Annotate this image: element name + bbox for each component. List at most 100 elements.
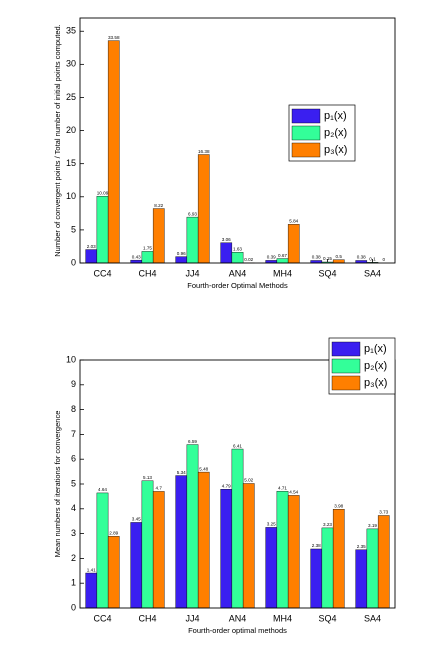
value-label: 2.03 (87, 244, 96, 249)
value-label: 3.73 (379, 510, 388, 515)
value-label: 1.41 (87, 567, 96, 572)
value-label: 0.5 (336, 254, 343, 259)
value-label: 3.25 (267, 522, 276, 527)
bar (276, 258, 289, 264)
y-tick-label: 9 (71, 379, 76, 389)
y-tick-label: 0 (71, 257, 76, 267)
legend-swatch (331, 375, 361, 391)
x-tick-label: SA4 (364, 268, 381, 278)
bar (96, 492, 109, 609)
legend-swatch (331, 341, 361, 357)
legend-label: p₁(x) (364, 343, 387, 355)
value-label: 5.34 (177, 470, 186, 475)
x-axis-title: Fourth-order Optimal Methods (187, 281, 288, 290)
y-tick-label: 2 (71, 553, 76, 563)
bar (220, 242, 233, 264)
bar (321, 527, 334, 609)
x-axis-title: Fourth-order optimal methods (188, 626, 287, 635)
bar (366, 528, 379, 609)
value-label: 3.98 (334, 504, 343, 509)
y-tick-label: 5 (71, 224, 76, 234)
value-label: 3.45 (132, 517, 141, 522)
y-tick-label: 6 (71, 454, 76, 464)
bar (231, 448, 244, 609)
y-axis-title: Mean numbers of iterations for convergen… (53, 411, 62, 558)
bar (152, 208, 165, 264)
value-label: 5.02 (244, 478, 253, 483)
y-tick-label: 10 (66, 191, 76, 201)
value-label: 4.7 (156, 486, 163, 491)
bar (107, 536, 120, 609)
legend-swatch (291, 108, 321, 124)
x-tick-label: JJ4 (185, 268, 199, 278)
value-label: 0.1 (369, 257, 376, 262)
bar (287, 495, 300, 609)
y-tick-label: 25 (66, 92, 76, 102)
value-label: 0.38 (312, 255, 321, 260)
value-label: 6.93 (188, 211, 197, 216)
value-label: 8.22 (154, 203, 163, 208)
bar (310, 548, 323, 609)
value-label: 6.41 (233, 443, 242, 448)
bar (231, 252, 244, 264)
bar (220, 489, 233, 609)
value-label: 4.64 (98, 487, 107, 492)
y-tick-label: 1 (71, 578, 76, 588)
bar (175, 475, 188, 609)
bar (265, 527, 278, 609)
value-label: 3.19 (368, 523, 377, 528)
bar (197, 471, 210, 609)
value-label: 1.63 (233, 246, 242, 251)
bar (96, 195, 109, 264)
value-label: 33.58 (108, 35, 120, 40)
y-tick-label: 0 (71, 602, 76, 612)
bar (141, 251, 154, 264)
legend-label: p₂(x) (324, 127, 347, 139)
bar (186, 216, 199, 264)
y-axis-title: Number of convergent points / Total numb… (53, 24, 62, 257)
value-label: 0.67 (278, 253, 287, 258)
value-label: 5.13 (143, 475, 152, 480)
x-tick-label: SQ4 (318, 613, 336, 623)
bar (287, 224, 300, 264)
bar (276, 490, 289, 609)
y-tick-label: 8 (71, 404, 76, 414)
bar (186, 444, 199, 609)
legend-swatch (291, 125, 321, 141)
x-tick-label: CC4 (93, 268, 111, 278)
bar (85, 249, 98, 264)
value-label: 1.75 (143, 246, 152, 251)
x-tick-label: AN4 (229, 268, 247, 278)
legend-swatch (291, 142, 321, 158)
y-tick-label: 30 (66, 59, 76, 69)
x-tick-label: AN4 (229, 613, 247, 623)
y-tick-label: 20 (66, 125, 76, 135)
bar (175, 256, 188, 264)
x-tick-label: MH4 (273, 268, 292, 278)
x-tick-label: CH4 (138, 268, 156, 278)
value-label: 0.02 (244, 257, 253, 262)
y-tick-label: 35 (66, 26, 76, 36)
y-tick-label: 5 (71, 478, 76, 488)
x-tick-label: SQ4 (318, 268, 336, 278)
legend-swatch (331, 358, 361, 374)
bar (332, 259, 345, 264)
value-label: 0.15 (323, 256, 332, 261)
value-label: 6.59 (188, 439, 197, 444)
value-label: 2.35 (357, 544, 366, 549)
value-label: 2.89 (109, 531, 118, 536)
bar (141, 480, 154, 609)
x-tick-label: SA4 (364, 613, 381, 623)
y-tick-label: 7 (71, 429, 76, 439)
value-label: 4.54 (289, 490, 298, 495)
y-tick-label: 10 (66, 354, 76, 364)
bar (107, 40, 120, 264)
value-label: 5.84 (289, 219, 298, 224)
legend-label: p₁(x) (324, 110, 347, 122)
legend-label: p₃(x) (364, 377, 387, 389)
x-tick-label: CH4 (138, 613, 156, 623)
value-label: 2.38 (312, 543, 321, 548)
value-label: 5.48 (199, 466, 208, 471)
